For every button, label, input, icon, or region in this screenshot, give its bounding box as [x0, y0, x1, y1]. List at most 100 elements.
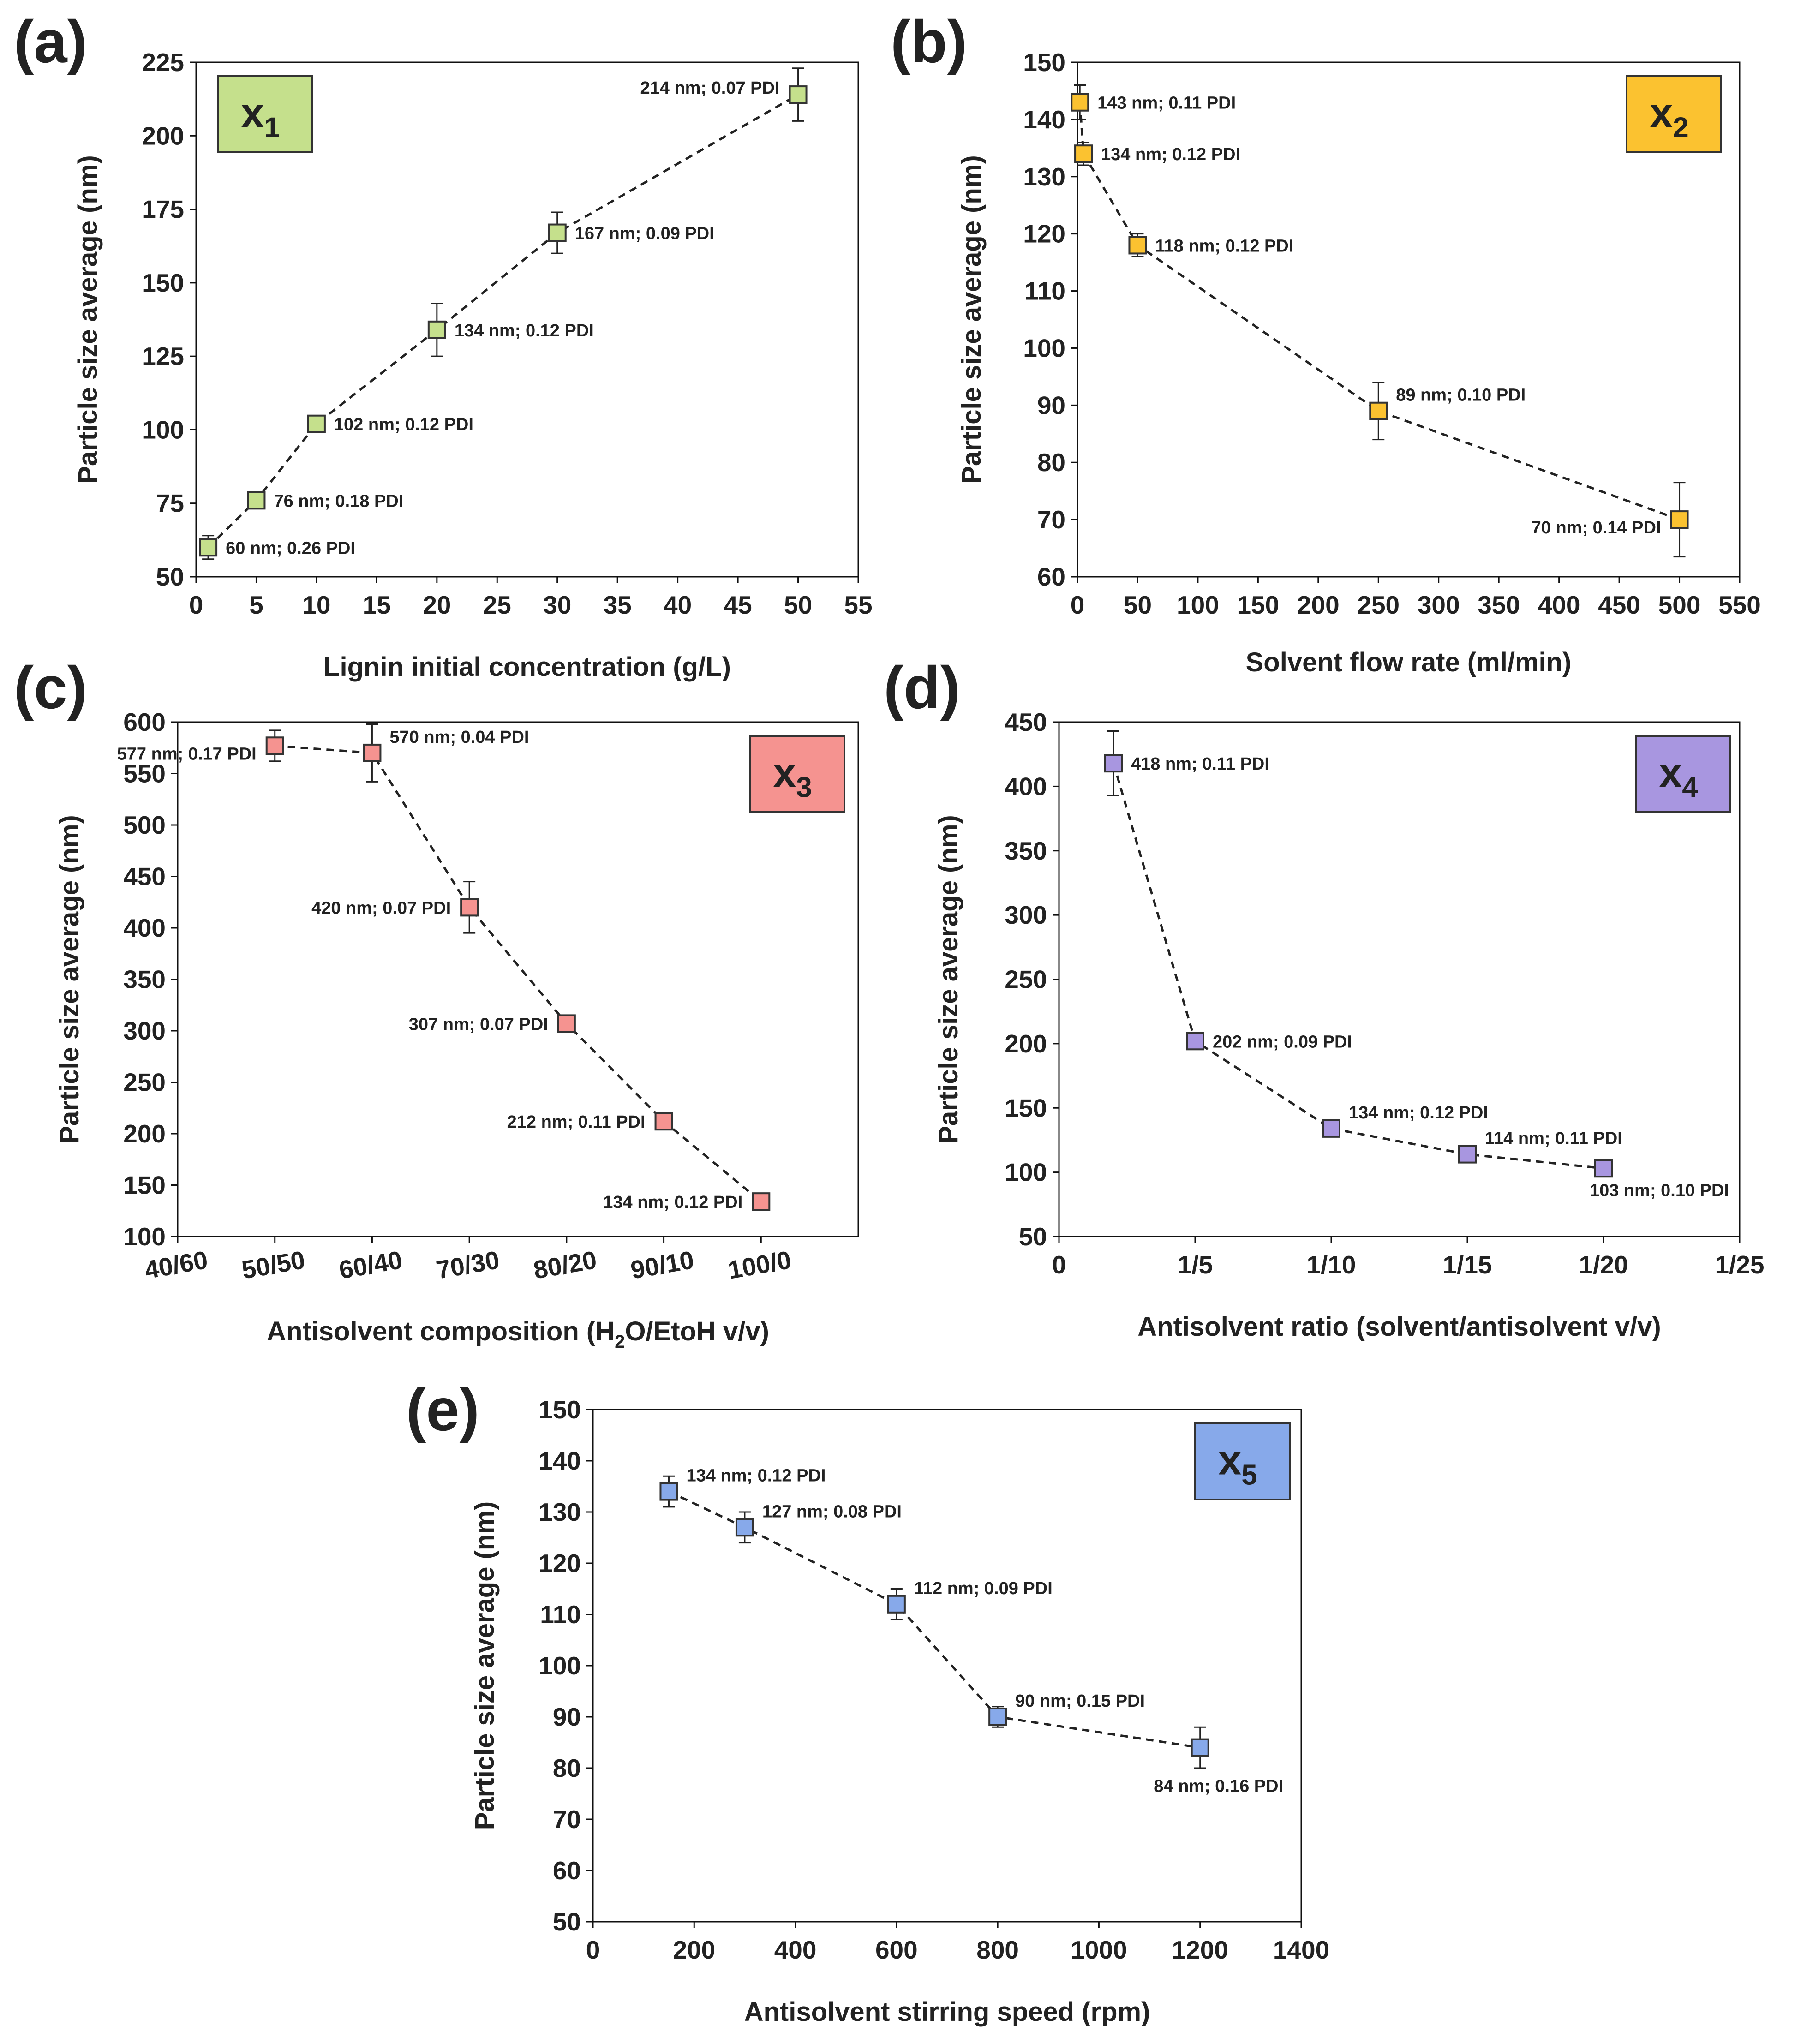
y-tick-label: 400: [1005, 772, 1047, 801]
y-tick-label: 130: [1023, 162, 1065, 191]
y-tick-label: 100: [123, 1222, 166, 1251]
y-tick-label: 250: [123, 1068, 166, 1097]
y-axis-label: Particle size average (nm): [470, 1501, 500, 1830]
panel-letter: (c): [14, 654, 87, 721]
data-label: 167 nm; 0.09 PDI: [575, 224, 714, 244]
y-tick-label: 200: [142, 121, 184, 150]
x-tick-label: 50/50: [239, 1245, 307, 1285]
y-tick-label: 100: [1005, 1158, 1047, 1187]
series-line: [1112, 763, 1604, 1170]
data-point: [199, 538, 218, 557]
data-label: 134 nm; 0.12 PDI: [1349, 1103, 1488, 1123]
plot-frame: [1077, 61, 1741, 578]
data-label: 214 nm; 0.07 PDI: [640, 78, 779, 98]
x-tick-label: 5: [249, 591, 263, 619]
x-axis-label: Antisolvent stirring speed (rpm): [744, 1997, 1150, 2027]
x-tick-label: 200: [1297, 591, 1340, 619]
x-tick-label: 100/0: [726, 1245, 793, 1285]
data-point: [789, 85, 808, 104]
variable-badge: [749, 735, 845, 813]
series-line: [668, 1490, 1201, 1749]
data-label: 102 nm; 0.12 PDI: [334, 415, 473, 435]
x-tick-label: 10: [302, 591, 330, 619]
x-tick-label: 600: [875, 1936, 918, 1964]
data-label: 134 nm; 0.12 PDI: [1101, 145, 1240, 164]
data-label: 127 nm; 0.08 PDI: [762, 1502, 902, 1521]
data-point: [1369, 401, 1388, 420]
data-label: 570 nm; 0.04 PDI: [389, 728, 529, 747]
data-label: 70 nm; 0.14 PDI: [1532, 518, 1661, 538]
data-label: 76 nm; 0.18 PDI: [274, 491, 403, 511]
x-tick-label: 0: [1052, 1250, 1066, 1279]
y-tick-label: 60: [1037, 562, 1065, 591]
x-tick-label: 200: [673, 1936, 715, 1964]
x-axis-label: Antisolvent composition (H2O/EtoH v/v): [267, 1316, 769, 1352]
panel-b: (b) 60 70 80 90 100 110 120 130 140 150 0 50 100 150 20…: [891, 8, 1761, 677]
x-tick-label: 300: [1418, 591, 1460, 619]
y-tick-label: 80: [1037, 448, 1065, 477]
x-tick-label: 45: [724, 591, 752, 619]
data-label: 202 nm; 0.09 PDI: [1213, 1032, 1352, 1052]
x-tick-label: 1/5: [1178, 1250, 1213, 1279]
panel-letter: (b): [891, 8, 967, 75]
data-label: 103 nm; 0.10 PDI: [1590, 1181, 1729, 1200]
data-label: 134 nm; 0.12 PDI: [603, 1193, 742, 1212]
data-label: 134 nm; 0.12 PDI: [455, 321, 594, 341]
data-point: [1670, 510, 1689, 529]
y-tick-label: 100: [142, 415, 184, 444]
x-tick-label: 0: [586, 1936, 600, 1964]
panel-e: (e) 50 60 70 80 90 100 110 120 130 140 150 0 200 400 60…: [406, 1376, 1329, 2027]
y-tick-label: 150: [1023, 48, 1065, 77]
y-tick-label: 150: [538, 1395, 581, 1424]
x-tick-label: 550: [1718, 591, 1761, 619]
panel-letter: (d): [884, 654, 960, 721]
x-tick-label: 350: [1478, 591, 1520, 619]
x-tick-label: 40: [664, 591, 692, 619]
data-point: [1458, 1145, 1477, 1164]
x-tick-label: 1000: [1071, 1936, 1127, 1964]
y-axis-label: Particle size average (nm): [54, 815, 84, 1143]
data-point: [1191, 1738, 1209, 1757]
x-tick-label: 25: [483, 591, 511, 619]
x-tick-label: 0: [189, 591, 203, 619]
data-point: [265, 736, 284, 755]
variable-badge-label: x3: [773, 750, 812, 804]
data-label: 89 nm; 0.10 PDI: [1396, 386, 1526, 405]
y-tick-label: 130: [538, 1498, 581, 1526]
y-tick-label: 250: [1005, 965, 1047, 994]
y-tick-label: 90: [1037, 391, 1065, 419]
data-point: [557, 1014, 576, 1033]
x-axis-label: Antisolvent ratio (solvent/antisolvent v…: [1137, 1312, 1661, 1342]
data-point: [654, 1112, 673, 1131]
y-tick-label: 350: [123, 965, 166, 994]
data-point: [887, 1595, 906, 1614]
y-tick-label: 110: [1024, 277, 1065, 305]
data-point: [460, 898, 479, 917]
x-tick-label: 800: [976, 1936, 1019, 1964]
y-tick-label: 70: [553, 1805, 581, 1834]
y-axis-label: Particle size average (nm): [933, 815, 963, 1143]
data-label: 143 nm; 0.11 PDI: [1097, 94, 1236, 113]
panel-d: (d) 50 100 150 200 250 300 350 400 450 0 1/5 1/10 1/1…: [884, 654, 1765, 1342]
y-tick-label: 90: [553, 1703, 581, 1731]
y-tick-label: 150: [1005, 1094, 1047, 1122]
y-tick-label: 500: [123, 811, 166, 839]
y-tick-label: 150: [142, 269, 184, 297]
variable-badge: [217, 75, 313, 153]
x-tick-label: 90/10: [628, 1245, 696, 1285]
data-point: [1104, 754, 1123, 773]
y-tick-label: 50: [553, 1907, 581, 1936]
y-tick-label: 110: [540, 1600, 581, 1629]
series-line: [1078, 102, 1680, 521]
y-tick-label: 140: [538, 1446, 581, 1475]
y-tick-label: 75: [156, 489, 184, 518]
data-label: 118 nm; 0.12 PDI: [1155, 236, 1293, 256]
y-tick-label: 120: [1023, 220, 1065, 248]
y-tick-label: 60: [553, 1856, 581, 1885]
y-tick-label: 50: [1019, 1222, 1047, 1251]
variable-badge-label: x5: [1218, 1438, 1257, 1491]
panel-a: (a) 50 75 100 125 150 175 200 225 0 5 10 15 20 25 30 35 4…: [14, 8, 873, 682]
data-point: [363, 743, 382, 762]
data-point: [1071, 93, 1089, 112]
